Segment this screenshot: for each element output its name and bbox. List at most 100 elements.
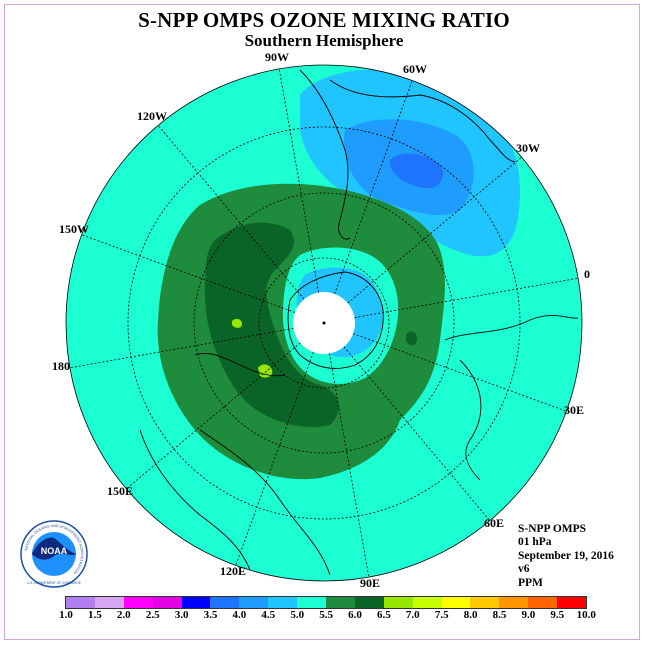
- legend-swatch: [123, 597, 153, 608]
- legend-swatch: [383, 597, 413, 608]
- pole-dot: [322, 321, 326, 325]
- meridian-line: [81, 234, 296, 313]
- legend-swatch: [354, 597, 384, 608]
- map-boundary: [65, 64, 583, 582]
- lon-label-30e: 30E: [564, 403, 584, 417]
- ozone-region-dark-green: [205, 222, 339, 427]
- coastline-south-america: [299, 69, 351, 240]
- lon-label-120w: 120W: [137, 109, 167, 123]
- meridian-line: [334, 80, 413, 295]
- legend-tick-label: 9.5: [550, 609, 565, 621]
- legend-swatch: [499, 597, 529, 608]
- legend-swatch: [412, 597, 442, 608]
- meridians: [69, 68, 579, 578]
- legend-swatch: [268, 597, 298, 608]
- ozone-region-dark-blue: [389, 153, 444, 189]
- legend-tick-label: 7.0: [405, 609, 420, 621]
- map-subtitle: Southern Hemisphere: [244, 31, 404, 50]
- legend-tick-label: 8.0: [463, 609, 478, 621]
- legend-tick-label: 1.5: [88, 609, 102, 621]
- meridian-line: [126, 342, 301, 490]
- meridian-line: [352, 333, 567, 412]
- meridian-line: [354, 277, 579, 319]
- legend-swatch: [297, 597, 327, 608]
- product-info: S-NPP OMPS 01 hPa September 19, 2016 v6 …: [518, 523, 614, 590]
- coastline-south-america-east: [329, 79, 516, 163]
- legend-swatch: [181, 597, 211, 608]
- meridian-line: [69, 327, 294, 369]
- info-version: v6: [518, 563, 530, 576]
- legend-swatch: [94, 597, 124, 608]
- logo-bottom-text: U.S. DEPARTMENT OF COMMERCE: [27, 581, 81, 585]
- latitude-circle-1: [258, 257, 390, 389]
- ozone-spot-dark-green: [406, 331, 418, 346]
- legend-tick-label: 6.5: [377, 609, 391, 621]
- graticule: [69, 68, 579, 578]
- legend-swatch: [557, 597, 587, 608]
- legend-tick-label: 1.0: [59, 609, 73, 621]
- logo-text: NOAA: [41, 546, 68, 556]
- color-legend: [65, 596, 588, 609]
- lon-label-180: 180: [52, 359, 70, 373]
- legend-tick-label: 9.0: [521, 609, 536, 621]
- legend-swatch: [326, 597, 355, 608]
- legend-swatch: [239, 597, 269, 608]
- longitude-labels: 90W 60W 30W 0 30E 60E 90E 120E 150E 180 …: [52, 50, 590, 590]
- meridian-line: [235, 351, 314, 566]
- legend-tick-label: 2.5: [145, 609, 160, 621]
- meridian-line: [343, 346, 491, 521]
- legend-tick-label: 3.0: [174, 609, 189, 621]
- legend-swatch: [210, 597, 240, 608]
- legend-tick-label: 10.0: [576, 609, 596, 621]
- legend-swatch: [470, 597, 500, 608]
- map-title: S-NPP OMPS OZONE MIXING RATIO: [138, 8, 510, 32]
- meridian-line: [347, 156, 522, 304]
- info-level: 01 hPa: [518, 536, 552, 549]
- legend-swatch: [152, 597, 182, 608]
- coastline-australia: [199, 429, 331, 576]
- coastline-africa-south: [444, 315, 579, 341]
- coastline-ross-sea: [194, 353, 286, 377]
- legend-tick-label: 8.5: [492, 609, 507, 621]
- lon-label-150e: 150E: [107, 484, 133, 498]
- coastline-madagascar-region: [459, 359, 482, 481]
- legend-labels: 1.0 1.5 2.0 2.5 3.0 3.5 4.0 4.5 5.0 5.5 6.0 6.5 7.0 7…: [0, 609, 648, 625]
- lon-label-90e: 90E: [360, 576, 380, 590]
- map-disk: [66, 65, 582, 581]
- legend-swatch: [66, 597, 95, 608]
- legend-swatch: [528, 597, 558, 608]
- ozone-spot-lime-1: [258, 364, 273, 378]
- legend-tick-label: 5.5: [319, 609, 333, 621]
- meridian-line: [328, 353, 370, 578]
- legend-tick-label: 6.0: [348, 609, 362, 621]
- legend-tick-label: 4.0: [232, 609, 247, 621]
- latitude-circle-3: [127, 126, 521, 520]
- lon-label-120e: 120E: [220, 564, 246, 578]
- meridian-line: [278, 68, 320, 293]
- lon-label-90w: 90W: [265, 50, 289, 64]
- legend-tick-label: 5.0: [290, 609, 305, 621]
- meridian-line: [157, 125, 305, 300]
- lon-label-60e: 60E: [484, 516, 504, 530]
- legend-tick-label: 2.0: [116, 609, 131, 621]
- legend-swatch: [441, 597, 471, 608]
- coastline-antarctica: [287, 271, 384, 369]
- logo-bird-icon: [32, 537, 76, 560]
- info-date: September 19, 2016: [518, 549, 614, 562]
- legend-tick-label: 4.5: [261, 609, 276, 621]
- lon-label-30w: 30W: [516, 141, 540, 155]
- legend-tick-label: 7.5: [434, 609, 449, 621]
- coastlines: [139, 69, 579, 576]
- coastline-australia-west: [139, 429, 251, 571]
- info-units: PPM: [518, 576, 543, 589]
- ozone-spot-lime-2: [232, 318, 242, 328]
- noaa-logo: NOAA NATIONAL OCEANIC AND ATMOSPHERIC AD…: [20, 520, 88, 588]
- lon-label-150w: 150W: [59, 222, 89, 236]
- legend-tick-label: 3.5: [203, 609, 218, 621]
- lon-label-60w: 60W: [403, 62, 427, 76]
- info-product: S-NPP OMPS: [518, 523, 587, 535]
- lon-label-0: 0: [584, 267, 590, 281]
- latitude-circle-2: [193, 192, 455, 454]
